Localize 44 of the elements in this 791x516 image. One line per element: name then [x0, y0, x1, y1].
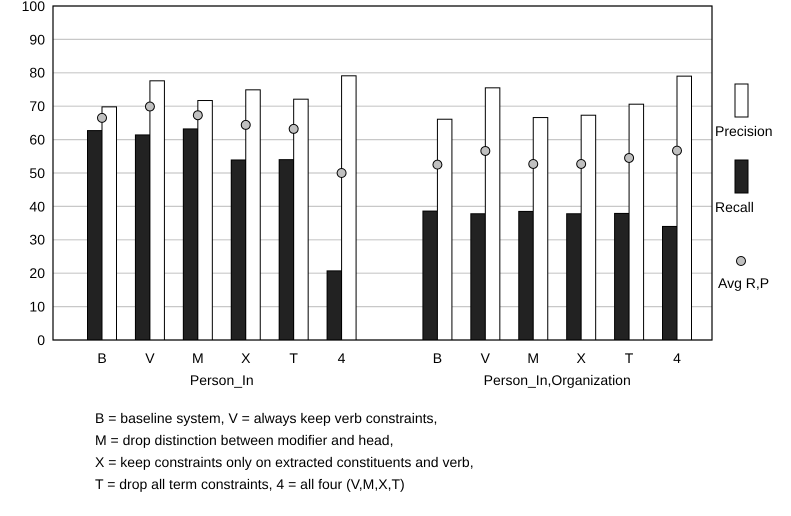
y-tick-label: 40: [29, 198, 46, 214]
y-tick-label: 70: [29, 98, 46, 114]
legend-label: Precision: [715, 123, 773, 139]
x-tick-label: V: [145, 350, 156, 366]
point: [672, 146, 682, 156]
x-tick-label: T: [289, 350, 298, 366]
x-tick-label: M: [527, 350, 540, 366]
point: [480, 146, 490, 156]
point: [144, 102, 155, 112]
x-tick-label: 4: [673, 350, 682, 366]
y-tick-label: 0: [37, 332, 46, 348]
point: [288, 124, 299, 134]
text: M = drop distinction between modifier and head,: [95, 432, 394, 448]
y-tick-label: 80: [29, 64, 46, 81]
y-tick-label: 30: [29, 232, 46, 248]
y-tick-label: 100: [22, 0, 46, 14]
point: [528, 158, 538, 169]
text: Person_In: [190, 372, 254, 388]
x-tick-label: B: [432, 350, 442, 366]
y-tick-label: 20: [29, 265, 46, 282]
y-tick-label: 10: [29, 298, 46, 314]
y-tick-label: 90: [29, 31, 46, 48]
x-tick-label: T: [624, 350, 634, 366]
text: X = keep constraints only on extracted constituents and verb,: [95, 454, 474, 470]
text: B = baseline system, V = always keep verb constraints,: [95, 410, 438, 426]
x-tick-label: X: [241, 350, 252, 366]
y-tick-label: 60: [29, 132, 46, 148]
legend-label: Avg R,P: [718, 275, 770, 291]
legend-label: Recall: [715, 199, 754, 215]
x-tick-label: M: [192, 350, 204, 366]
text: T = drop all term constraints, 4 = all four (V,M,X,T): [95, 476, 405, 492]
point: [624, 152, 634, 163]
x-tick-label: B: [97, 350, 107, 366]
x-tick-label: V: [480, 350, 491, 366]
point: [192, 110, 203, 120]
text: Person_In,Organization: [484, 372, 631, 388]
x-tick-label: X: [576, 350, 586, 366]
x-tick-label: 4: [338, 350, 346, 366]
point: [336, 168, 347, 178]
point: [576, 158, 586, 169]
point: [432, 160, 442, 170]
point: [240, 120, 251, 130]
y-tick-label: 50: [29, 164, 46, 181]
point: [97, 112, 107, 123]
